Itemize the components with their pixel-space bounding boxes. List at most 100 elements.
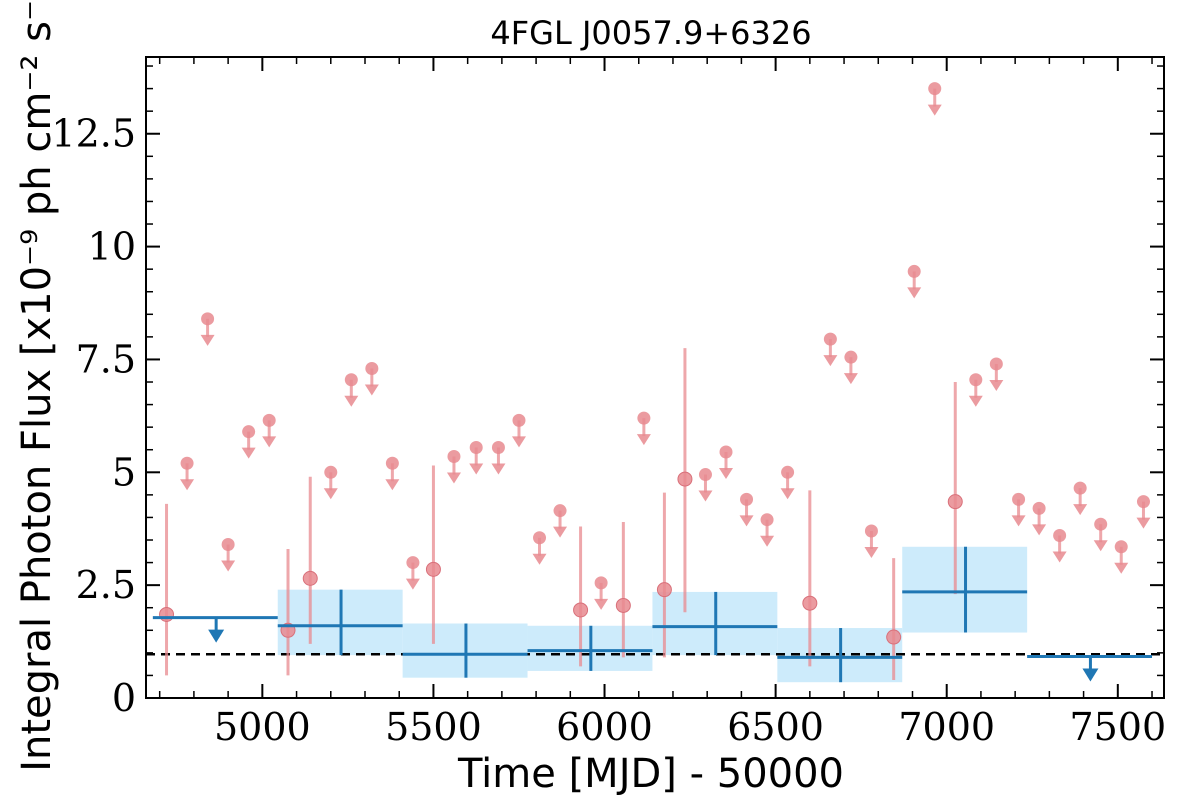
- upper-limit-point: [221, 538, 235, 552]
- upper-limit-arrow: [968, 395, 983, 407]
- x-tick-label: 5500: [385, 705, 482, 749]
- fine-bin-point: [302, 570, 318, 586]
- axis-ticks: 5000 5500 6000 6500 7000 7500 0 2.5 5 7.5 10 12.5: [51, 57, 1166, 749]
- upper-limit-arrow: [927, 104, 942, 116]
- upper-limit-point: [740, 492, 754, 506]
- upper-limit-point: [242, 425, 256, 439]
- upper-limit-point: [324, 465, 338, 479]
- upper-limit-arrow: [385, 479, 400, 491]
- upper-limit-point: [553, 504, 567, 518]
- upper-limit-arrow: [491, 463, 506, 475]
- upper-limit-arrow: [469, 463, 484, 475]
- upper-limit-point: [491, 440, 505, 454]
- upper-limit-arrow: [532, 553, 547, 565]
- upper-limit-arrow: [594, 598, 609, 610]
- upper-limit-arrow: [511, 436, 526, 448]
- upper-limit-arrow: [843, 373, 858, 385]
- upper-limit-arrow: [1052, 551, 1067, 563]
- fine-bin-point: [656, 582, 672, 598]
- coarse-upper-limit-arrow: [1082, 668, 1099, 682]
- y-tick-label: 10: [88, 225, 136, 269]
- upper-limit-point: [365, 361, 379, 375]
- upper-limit-arrow: [1032, 524, 1047, 536]
- upper-limit-arrow: [180, 479, 195, 491]
- fine-bin-point: [159, 606, 175, 622]
- upper-limit-arrow: [1114, 562, 1129, 574]
- coarse-upper-limit-arrow: [208, 629, 225, 643]
- upper-limit-point: [262, 413, 276, 427]
- x-tick-label: 5000: [214, 705, 311, 749]
- upper-limit-arrow: [698, 490, 713, 502]
- upper-limit-point: [907, 264, 921, 278]
- upper-limit-arrow: [1073, 504, 1088, 516]
- upper-limit-point: [469, 440, 483, 454]
- y-tick-label: 5: [112, 450, 136, 494]
- upper-limit-point: [1032, 501, 1046, 515]
- upper-limit-arrow: [719, 467, 734, 479]
- upper-limit-point: [512, 413, 526, 427]
- y-tick-label: 2.5: [76, 563, 136, 607]
- upper-limit-point: [969, 373, 983, 387]
- upper-limit-arrow: [907, 287, 922, 299]
- upper-limit-point: [1053, 528, 1067, 542]
- y-tick-label: 12.5: [51, 112, 136, 156]
- upper-limit-arrow: [823, 355, 838, 367]
- upper-limit-arrow: [241, 447, 256, 459]
- fine-bin-point: [677, 471, 693, 487]
- upper-limit-point: [844, 350, 858, 364]
- upper-limit-point: [719, 445, 733, 459]
- x-tick-label: 7500: [1069, 705, 1166, 749]
- x-axis-label: Time [MJD] - 50000: [457, 751, 844, 797]
- upper-limit-point: [1012, 492, 1026, 506]
- upper-limit-arrow: [364, 384, 379, 396]
- upper-limit-arrow: [864, 546, 879, 558]
- upper-limit-arrow: [989, 379, 1004, 391]
- upper-limit-arrow: [200, 334, 215, 346]
- upper-limit-arrow: [221, 560, 236, 572]
- fine-bin-point: [886, 629, 902, 645]
- fine-bin-point: [425, 561, 441, 577]
- upper-limit-point: [533, 531, 547, 545]
- upper-limit-arrow: [780, 488, 795, 500]
- plot-frame: [145, 56, 1165, 699]
- fine-bin-point: [802, 595, 818, 611]
- fine-bin-point: [615, 597, 631, 613]
- upper-limit-arrow: [760, 535, 775, 547]
- upper-limit-point: [864, 524, 878, 538]
- upper-limit-arrow: [553, 526, 568, 538]
- x-tick-label: 7000: [898, 705, 995, 749]
- upper-limit-point: [447, 449, 461, 463]
- x-tick-label: 6000: [556, 705, 653, 749]
- upper-limit-point: [698, 468, 712, 482]
- plot-area: [146, 82, 1164, 683]
- upper-limit-point: [1114, 540, 1128, 554]
- fine-bin-point: [947, 494, 963, 510]
- upper-limit-point: [1136, 495, 1150, 509]
- upper-limit-arrow: [636, 434, 651, 446]
- upper-limit-arrow: [1136, 517, 1151, 529]
- upper-limit-point: [823, 332, 837, 346]
- upper-limit-arrow: [344, 395, 359, 407]
- y-tick-label: 7.5: [76, 337, 136, 381]
- upper-limit-arrow: [739, 515, 754, 527]
- upper-limit-point: [1073, 481, 1087, 495]
- upper-limit-point: [781, 465, 795, 479]
- upper-limit-point: [344, 373, 358, 387]
- upper-limit-point: [1094, 517, 1108, 531]
- x-tick-label: 6500: [727, 705, 824, 749]
- upper-limit-arrow: [1011, 515, 1026, 527]
- upper-limit-point: [637, 411, 651, 425]
- upper-limit-point: [928, 82, 942, 96]
- chart-title: 4FGL J0057.9+6326: [490, 14, 811, 52]
- upper-limit-point: [760, 513, 774, 527]
- upper-limit-point: [594, 576, 608, 590]
- upper-limit-point: [201, 312, 215, 326]
- upper-limit-arrow: [405, 578, 420, 590]
- upper-limit-arrow: [1093, 540, 1108, 552]
- upper-limit-point: [406, 556, 420, 570]
- y-axis-label: Integral Photon Flux [x10⁻⁹ ph cm⁻² s⁻¹]: [14, 0, 60, 772]
- upper-limit-point: [385, 456, 399, 470]
- fine-bin-point: [573, 602, 589, 618]
